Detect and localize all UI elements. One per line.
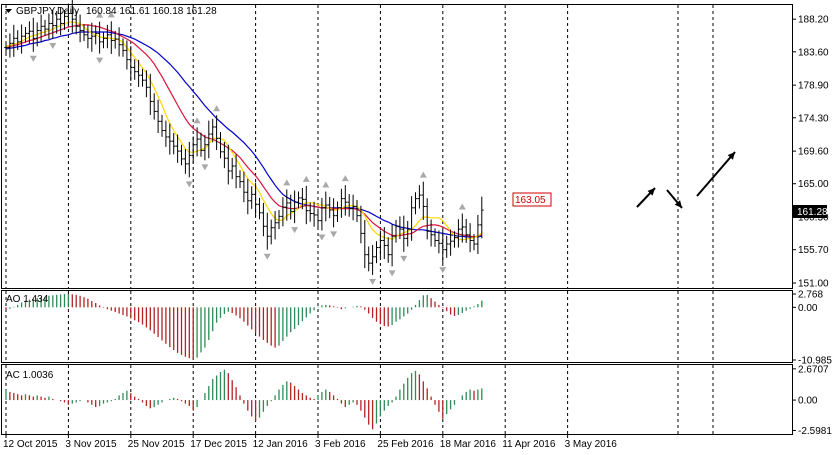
fractal-up-marker (283, 179, 291, 186)
ac-panel-frame (1, 364, 793, 435)
fractal-down-marker (400, 255, 408, 262)
ao-y-tick-label: -10.985 (798, 356, 832, 367)
main-y-tick-label: 151.00 (798, 279, 829, 290)
fractal-up-marker (193, 117, 201, 124)
fractal-down-marker (263, 253, 271, 260)
current-price-box (793, 205, 827, 218)
fractal-up-marker (458, 203, 466, 210)
main-y-tick-label: 183.60 (798, 47, 829, 58)
fractal-up-marker (341, 175, 349, 182)
fractal-up-marker (96, 11, 104, 18)
ac-histogram (5, 369, 483, 430)
ma-mid-line (5, 24, 483, 238)
dropdown-triangle-icon[interactable] (5, 9, 12, 13)
forecast-arrow (696, 151, 736, 197)
x-axis: 12 Oct 2015 3 Nov 2015 25 Nov 2015 17 Dec 2… (3, 434, 617, 450)
x-tick-label: 3 May 2016 (565, 439, 618, 450)
fractal-up-marker (213, 105, 221, 112)
forecast-arrowhead (674, 200, 682, 208)
y-axis: 188.20 183.60 178.90 174.30 169.60 165.00 160.… (792, 15, 832, 437)
ac-label: AC 1.0036 (6, 370, 54, 381)
forecast-arrows (636, 151, 736, 209)
ao-histogram (5, 293, 483, 360)
price-bars (4, 0, 484, 275)
grid-lines (5, 5, 714, 434)
fractal-up-marker (322, 181, 330, 188)
x-tick-label: 3 Nov 2015 (65, 439, 117, 450)
price-annotation: 163.05 (515, 195, 546, 206)
fractal-down-marker (369, 278, 377, 285)
symbol-label: GBPJPY,Daily (16, 6, 79, 17)
fractal-down-marker (439, 267, 447, 274)
main-y-tick-label: 155.70 (798, 245, 829, 256)
x-tick-label: 25 Feb 2016 (377, 439, 434, 450)
ao-panel-frame (1, 290, 793, 363)
fractal-down-marker (185, 181, 193, 188)
main-panel-frame (1, 4, 793, 289)
x-tick-label: 12 Jan 2016 (253, 439, 308, 450)
fractal-markers (29, 11, 466, 285)
moving-averages (5, 21, 483, 241)
price-annotation-box (512, 192, 552, 207)
current-price-label: 161.28 (797, 207, 828, 218)
forecast-arrowhead (647, 188, 655, 196)
fractal-down-marker (388, 270, 396, 277)
fractal-down-marker (96, 57, 104, 64)
x-tick-label: 18 Mar 2016 (440, 439, 497, 450)
x-tick-label: 3 Feb 2016 (315, 439, 366, 450)
main-y-tick-label: 165.00 (798, 179, 829, 190)
main-y-tick-label: 178.90 (798, 81, 829, 92)
ma-slow-line (5, 31, 482, 238)
x-tick-label: 25 Nov 2015 (128, 439, 185, 450)
ac-y-tick-label: 0.00 (798, 396, 818, 407)
ao-y-tick-label: 0.00 (798, 303, 818, 314)
x-tick-label: 11 Apr 2016 (502, 439, 556, 450)
ac-y-tick-label: 2.6707 (798, 364, 829, 375)
ma-fast-line (5, 21, 483, 241)
ohlc-label: 160.84 161.61 160.18 161.28 (86, 6, 217, 17)
fractal-down-marker (291, 227, 299, 234)
fractal-down-marker (29, 55, 37, 62)
forecast-arrowhead (727, 152, 735, 160)
x-tick-label: 17 Dec 2015 (190, 439, 247, 450)
ao-label: AO 1.434 (6, 294, 49, 305)
fractal-up-marker (107, 11, 115, 18)
ao-y-tick-label: 2.768 (798, 290, 823, 301)
fractal-down-marker (330, 231, 338, 238)
fractal-up-marker (302, 175, 310, 182)
ac-y-tick-label: -2.5981 (798, 426, 832, 437)
fractal-down-marker (49, 43, 57, 50)
fractal-down-marker (201, 164, 209, 171)
x-tick-label: 12 Oct 2015 (3, 439, 58, 450)
main-y-tick-label: 169.60 (798, 147, 829, 158)
fractal-down-marker (318, 234, 326, 241)
main-y-tick-label: 188.20 (798, 15, 829, 26)
fractal-up-marker (419, 171, 427, 178)
main-y-tick-label: 160.30 (798, 213, 829, 224)
main-y-tick-label: 174.30 (798, 113, 829, 124)
